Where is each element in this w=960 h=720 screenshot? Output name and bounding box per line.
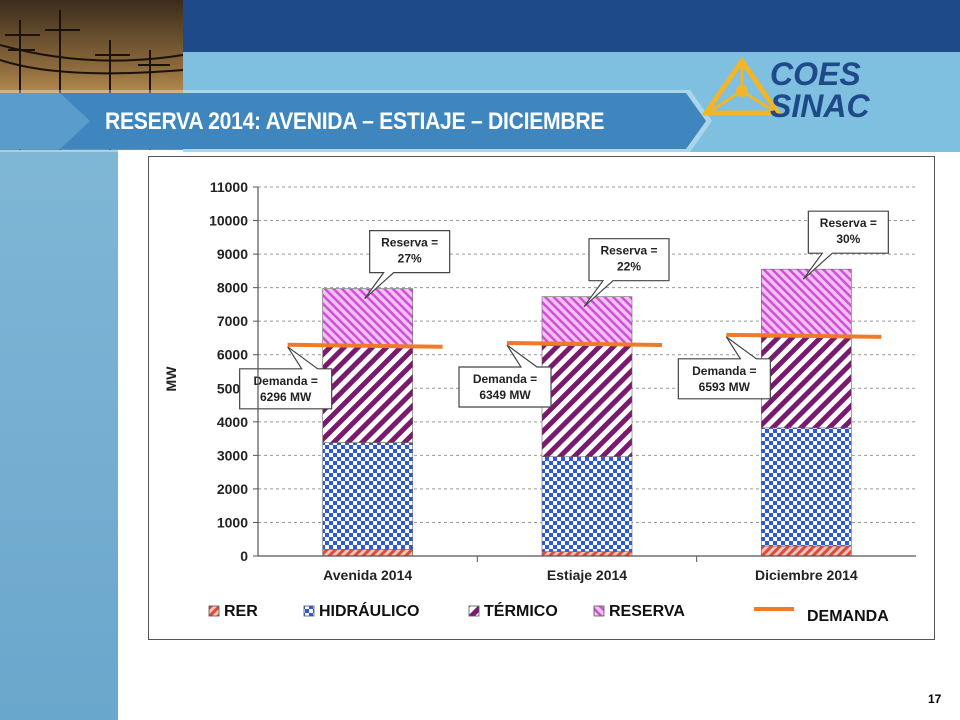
y-axis-label: MW: [163, 366, 179, 392]
chart-frame: 0 1000 2000 3000 4000 5000 6000 7000 8000 9000 100…: [148, 156, 935, 640]
coes-sinac-logo: COES SINAC: [701, 56, 870, 120]
y-tick-label: 6000: [217, 347, 248, 363]
legend-item-hidraulico: HIDRÁULICO: [303, 601, 419, 620]
y-tick-label: 3000: [217, 447, 248, 463]
legend-label: RESERVA: [609, 603, 685, 620]
reserva-callout: Reserva = 30%: [802, 210, 889, 280]
callout-box: [583, 238, 670, 308]
top-header-bar: [183, 0, 960, 52]
reserva-callout-value: 22%: [617, 260, 641, 274]
x-axis-categories: Avenida 2014 Estiaje 2014 Diciembre 2014: [323, 567, 858, 583]
legend-label: HIDRÁULICO: [319, 601, 419, 620]
demanda-callout-label: Demanda =: [473, 372, 537, 386]
callouts: Reserva = 27% Demanda = 6296 MW Reserva = 22%…: [239, 210, 889, 410]
axes: [257, 187, 916, 562]
demanda-callout: Demanda = 6296 MW: [239, 346, 333, 410]
y-tick-label: 4000: [217, 414, 248, 430]
bar-reserva: [322, 288, 413, 346]
reserva-callout-value: 27%: [398, 252, 422, 266]
legend-item-reserva: RESERVA: [593, 603, 685, 620]
legend-label: DEMANDA: [807, 608, 889, 625]
demanda-callout-label: Demanda =: [692, 364, 756, 378]
bar-rer: [761, 545, 852, 557]
legend: RER HIDRÁULICO TÉRMICO RESERVA DEMANDA: [208, 601, 889, 625]
left-decor-strip: [0, 150, 118, 720]
legend-swatch: [208, 605, 220, 617]
y-tick-label: 2000: [217, 481, 248, 497]
demand-lines: [287, 332, 882, 349]
reserva-callout: Reserva = 27%: [364, 230, 451, 300]
legend-swatch: [468, 605, 480, 617]
legend-item-termico: TÉRMICO: [468, 601, 558, 620]
bar-rer: [322, 548, 413, 557]
reserva-callout: Reserva = 22%: [583, 238, 670, 308]
y-tick-label: 10000: [209, 213, 248, 229]
legend-item-demanda: DEMANDA: [754, 607, 889, 625]
bars: [322, 268, 852, 557]
bar-termico: [761, 336, 852, 429]
page-number: 17: [928, 692, 942, 706]
reserva-callout-label: Reserva =: [600, 244, 657, 258]
bar-hidraulico: [761, 427, 852, 547]
y-tick-label: 0: [240, 548, 248, 564]
bar-reserva: [541, 296, 633, 346]
y-tick-label: 11000: [210, 179, 248, 195]
y-tick-label: 9000: [217, 246, 248, 262]
logo-text-top: COES: [770, 56, 861, 92]
y-axis-ticks: 0100020003000400050006000700080009000100…: [209, 179, 258, 564]
legend-item-rer: RER: [208, 603, 258, 620]
bar-hidraulico: [322, 442, 413, 550]
legend-label: TÉRMICO: [484, 601, 558, 620]
logo-emblem-icon: [701, 56, 783, 116]
title-banner: [0, 90, 712, 152]
bar-reserva: [761, 268, 852, 338]
reserva-callout-label: Reserva =: [381, 236, 438, 250]
y-tick-label: 7000: [217, 313, 248, 329]
callout-box: [802, 210, 889, 280]
bar-hidraulico: [541, 456, 633, 552]
x-category-label: Avenida 2014: [323, 567, 412, 583]
stacked-bar-chart: 0100020003000400050006000700080009000100…: [163, 179, 916, 625]
bar-termico: [322, 345, 413, 443]
bar-termico: [541, 345, 633, 458]
legend-label: RER: [224, 603, 258, 620]
callout-box: [458, 344, 552, 408]
callout-box: [364, 230, 451, 300]
slide-title: RESERVA 2014: AVENIDA – ESTIAJE – DICIEM…: [105, 108, 605, 135]
demand-line: [726, 332, 882, 339]
demand-line: [506, 341, 663, 348]
demanda-callout: Demanda = 6349 MW: [458, 344, 552, 408]
reserva-callout-label: Reserva =: [820, 216, 877, 230]
demanda-callout-value: 6296 MW: [260, 390, 312, 404]
reserva-callout-value: 30%: [836, 232, 860, 246]
demanda-callout-label: Demanda =: [253, 374, 317, 388]
legend-swatch: [593, 605, 605, 617]
x-category-label: Diciembre 2014: [755, 567, 858, 583]
demanda-callout-value: 6593 MW: [699, 380, 751, 394]
bar-rer: [541, 551, 633, 557]
callout-box: [677, 336, 771, 400]
legend-swatch: [303, 605, 315, 617]
demanda-callout-value: 6349 MW: [479, 388, 531, 402]
callout-box: [239, 346, 333, 410]
y-tick-label: 8000: [217, 280, 248, 296]
y-tick-label: 1000: [217, 514, 248, 530]
logo-text-bottom: SINAC: [770, 88, 870, 120]
demanda-callout: Demanda = 6593 MW: [677, 336, 771, 400]
demand-line: [287, 342, 443, 349]
x-category-label: Estiaje 2014: [547, 567, 627, 583]
